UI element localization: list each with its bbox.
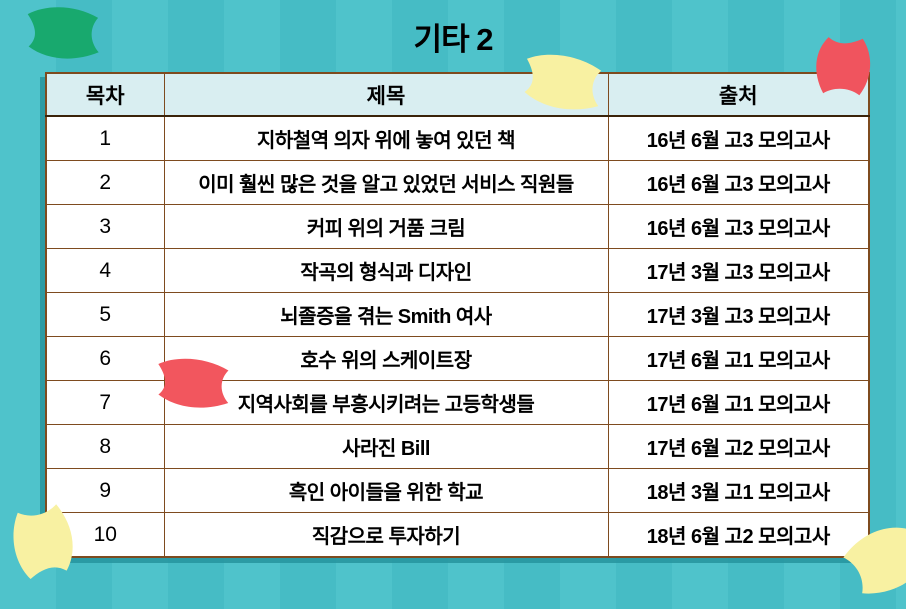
cell-title: 호수 위의 스케이트장 [163, 336, 609, 381]
cell-title: 뇌졸증을 겪는 Smith 여사 [163, 292, 609, 337]
cell-source: 18년 6월 고2 모의고사 [607, 512, 870, 558]
cell-index: 2 [45, 160, 165, 205]
table-row: 7 지역사회를 부흥시키려는 고등학생들 17년 6월 고1 모의고사 [45, 380, 870, 425]
table-row: 3 커피 위의 거품 크림 16년 6월 고3 모의고사 [45, 204, 870, 249]
table-row: 10 직감으로 투자하기 18년 6월 고2 모의고사 [45, 512, 870, 558]
cell-title: 이미 훨씬 많은 것을 알고 있었던 서비스 직원들 [163, 160, 609, 205]
cell-index: 4 [45, 248, 165, 293]
cell-source: 17년 3월 고3 모의고사 [607, 248, 870, 293]
table-row: 1 지하철역 의자 위에 놓여 있던 책 16년 6월 고3 모의고사 [45, 115, 870, 161]
cell-title: 직감으로 투자하기 [163, 512, 609, 558]
column-header-title: 제목 [163, 72, 609, 117]
cell-index: 10 [45, 512, 165, 558]
cell-source: 17년 6월 고1 모의고사 [607, 336, 870, 381]
table-row: 6 호수 위의 스케이트장 17년 6월 고1 모의고사 [45, 336, 870, 381]
cell-source: 16년 6월 고3 모의고사 [607, 115, 870, 161]
cell-index: 9 [45, 468, 165, 513]
cell-source: 16년 6월 고3 모의고사 [607, 160, 870, 205]
content-table: 목차 제목 출처 1 지하철역 의자 위에 놓여 있던 책 16년 6월 고3 … [45, 72, 870, 558]
table-row: 2 이미 훨씬 많은 것을 알고 있었던 서비스 직원들 16년 6월 고3 모… [45, 160, 870, 205]
cell-title: 흑인 아이들을 위한 학교 [163, 468, 609, 513]
column-header-source: 출처 [607, 72, 870, 117]
table-row: 4 작곡의 형식과 디자인 17년 3월 고3 모의고사 [45, 248, 870, 293]
cell-index: 8 [45, 424, 165, 469]
cell-source: 16년 6월 고3 모의고사 [607, 204, 870, 249]
cell-source: 17년 3월 고3 모의고사 [607, 292, 870, 337]
cell-source: 17년 6월 고2 모의고사 [607, 424, 870, 469]
cell-index: 5 [45, 292, 165, 337]
cell-index: 7 [45, 380, 165, 425]
cell-index: 6 [45, 336, 165, 381]
table-row: 9 흑인 아이들을 위한 학교 18년 3월 고1 모의고사 [45, 468, 870, 513]
page-title: 기타 2 [413, 22, 494, 57]
column-header-index: 목차 [45, 72, 165, 117]
cell-source: 17년 6월 고1 모의고사 [607, 380, 870, 425]
cell-source: 18년 3월 고1 모의고사 [607, 468, 870, 513]
cell-index: 1 [45, 115, 165, 161]
cell-index: 3 [45, 204, 165, 249]
cell-title: 지역사회를 부흥시키려는 고등학생들 [163, 380, 609, 425]
header-row: 목차 제목 출처 [45, 72, 870, 117]
cell-title: 사라진 Bill [163, 424, 609, 469]
cell-title: 커피 위의 거품 크림 [163, 204, 609, 249]
content-table-wrapper: 목차 제목 출처 1 지하철역 의자 위에 놓여 있던 책 16년 6월 고3 … [45, 72, 870, 558]
table-row: 8 사라진 Bill 17년 6월 고2 모의고사 [45, 424, 870, 469]
cell-title: 작곡의 형식과 디자인 [163, 248, 609, 293]
table-row: 5 뇌졸증을 겪는 Smith 여사 17년 3월 고3 모의고사 [45, 292, 870, 337]
cell-title: 지하철역 의자 위에 놓여 있던 책 [163, 115, 609, 161]
